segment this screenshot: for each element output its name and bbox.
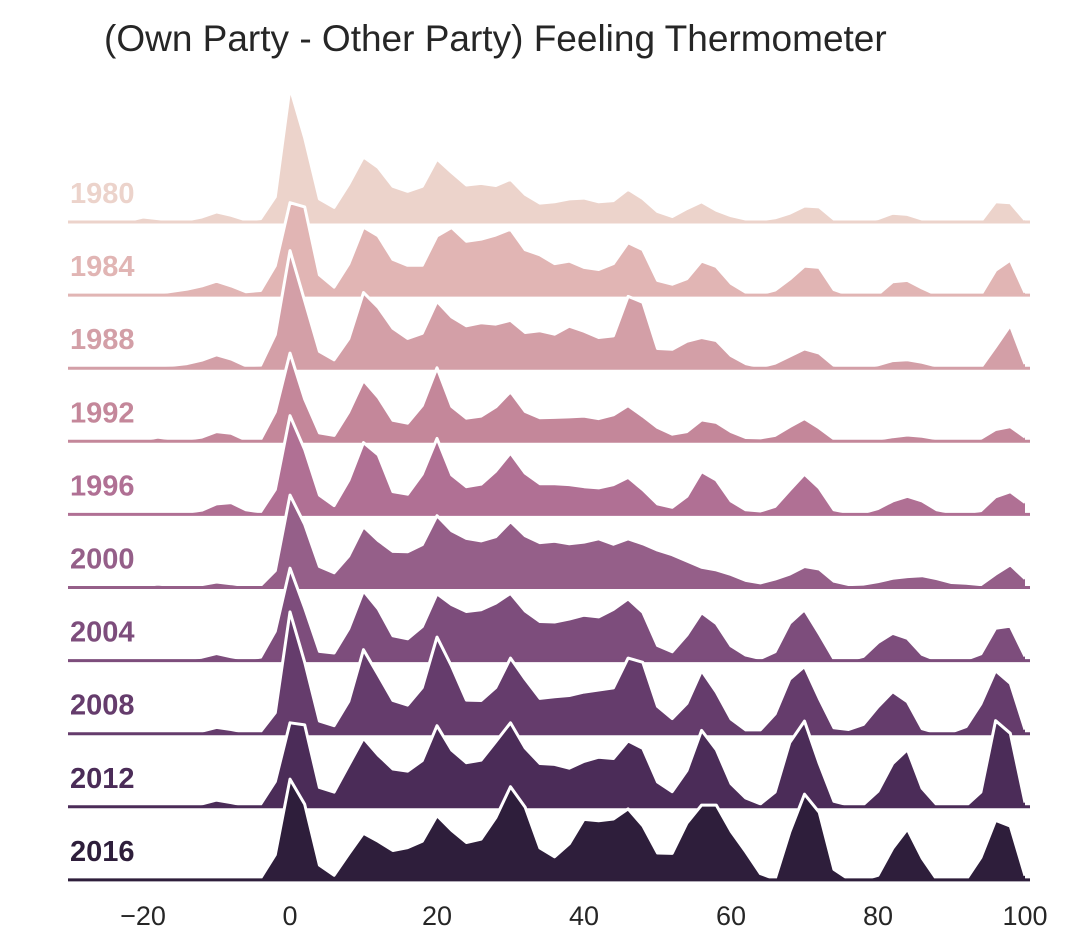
year-label-1996: 1996 bbox=[70, 470, 135, 502]
ridge-outline-2004 bbox=[69, 566, 1027, 663]
ridge-area-1996 bbox=[69, 415, 1025, 515]
x-axis: −20 0 20 40 60 80 100 bbox=[120, 901, 1047, 931]
ridge-2008 bbox=[68, 610, 1030, 736]
ridge-1996 bbox=[68, 414, 1030, 516]
ridge-2000 bbox=[68, 493, 1030, 589]
x-tick-label: 60 bbox=[716, 901, 746, 931]
year-label-2012: 2012 bbox=[70, 763, 135, 795]
ridge-1984 bbox=[68, 201, 1030, 297]
ridge-area-2016 bbox=[69, 779, 1025, 880]
ridge-outline-1980 bbox=[69, 86, 1027, 224]
year-label-2016: 2016 bbox=[70, 836, 135, 868]
ridge-outline-2000 bbox=[69, 493, 1027, 589]
ridge-area-2000 bbox=[69, 495, 1025, 588]
ridges-group bbox=[68, 86, 1030, 882]
year-label-2004: 2004 bbox=[70, 617, 135, 649]
ridge-area-1992 bbox=[69, 353, 1025, 442]
ridge-area-1988 bbox=[69, 250, 1025, 369]
year-label-2000: 2000 bbox=[70, 544, 135, 576]
ridge-1980 bbox=[68, 86, 1030, 224]
year-labels-group: 1980 1984 1988 1992 1996 2000 2004 2008 2012 2016 bbox=[70, 178, 135, 868]
ridge-area-2004 bbox=[69, 568, 1025, 661]
ridge-2012 bbox=[68, 719, 1030, 809]
year-label-1980: 1980 bbox=[70, 178, 135, 210]
ridge-outline-1996 bbox=[69, 414, 1026, 516]
x-tick-label: 20 bbox=[422, 901, 452, 931]
year-label-1992: 1992 bbox=[70, 397, 135, 429]
year-label-1988: 1988 bbox=[70, 324, 135, 356]
ridge-1988 bbox=[68, 249, 1030, 370]
x-tick-label: 100 bbox=[1002, 901, 1047, 931]
chart-title: (Own Party - Other Party) Feeling Thermo… bbox=[104, 18, 887, 59]
ridge-2016 bbox=[68, 777, 1030, 882]
x-tick-label: −20 bbox=[120, 901, 166, 931]
ridge-outline-2008 bbox=[69, 610, 1027, 736]
x-tick-label: 40 bbox=[569, 901, 599, 931]
ridge-2004 bbox=[68, 566, 1030, 663]
ridge-outline-2012 bbox=[69, 719, 1027, 809]
ridge-area-1980 bbox=[69, 87, 1025, 222]
x-tick-label: 80 bbox=[863, 901, 893, 931]
x-tick-label: 0 bbox=[282, 901, 297, 931]
ridge-1992 bbox=[68, 351, 1030, 443]
year-label-1984: 1984 bbox=[70, 251, 135, 283]
ridge-area-2008 bbox=[69, 611, 1025, 734]
year-label-2008: 2008 bbox=[70, 690, 135, 722]
